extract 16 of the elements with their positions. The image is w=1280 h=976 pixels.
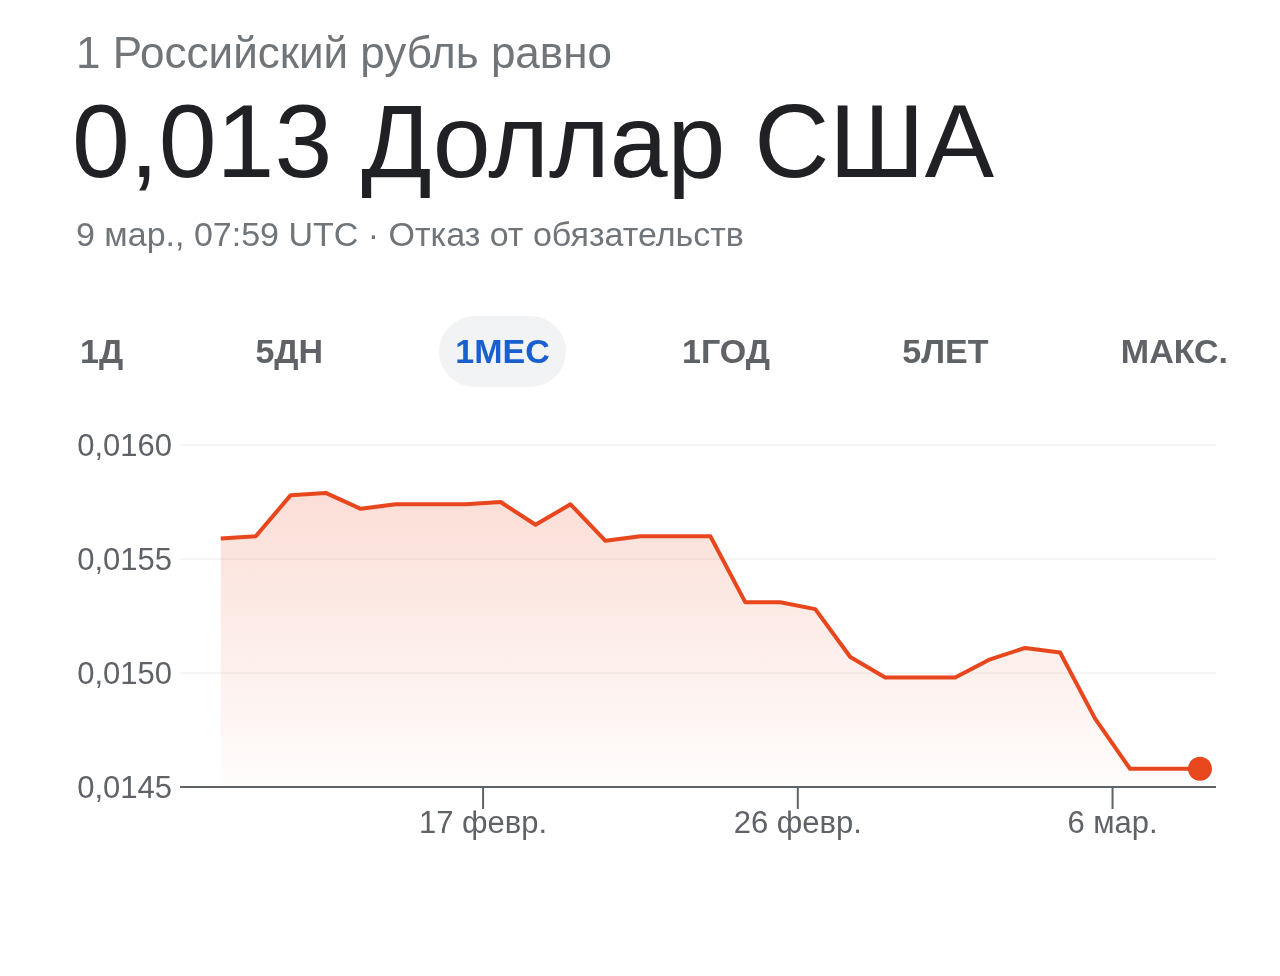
x-tick-label: 26 февр. xyxy=(733,805,862,841)
text: 1МЕС xyxy=(439,316,566,387)
y-tick-label: 0,0145 xyxy=(77,770,172,806)
x-tick-label: 17 февр. xyxy=(418,805,548,841)
text: 1ГОД xyxy=(681,331,772,372)
chart-subtitle: 0,013 Доллар США xyxy=(72,82,996,201)
text: 9 мар., 07:59 UTC · Отказ от обязательств xyxy=(76,215,745,254)
x-tick-label: 6 мар. xyxy=(1067,805,1158,841)
text: 5ДН xyxy=(254,331,325,372)
y-tick-label: 0,0160 xyxy=(77,428,172,464)
chart-title: 1 Российский рубль равно xyxy=(76,28,613,78)
text: 5ЛЕТ xyxy=(901,331,990,372)
text: МАКС. xyxy=(1119,331,1229,372)
y-tick-label: 0,0155 xyxy=(77,542,172,578)
y-tick-label: 0,0150 xyxy=(77,656,172,692)
text: 1Д xyxy=(79,331,125,372)
